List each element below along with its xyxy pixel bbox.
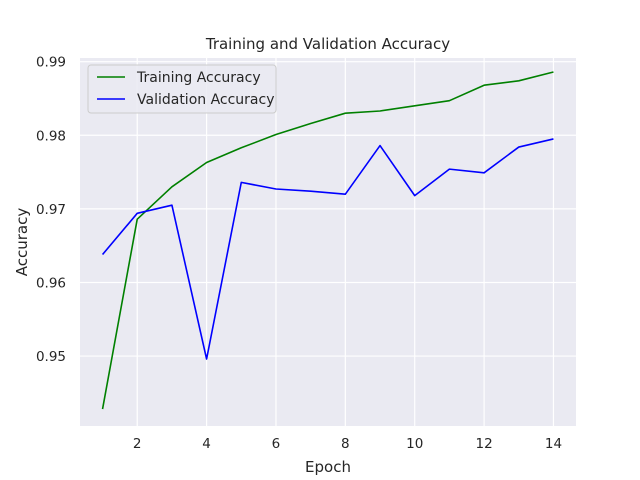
y-axis-label: Accuracy [13, 208, 31, 277]
y-tick-labels: 0.95 0.96 0.97 0.98 0.99 [36, 55, 66, 365]
y-tick-label: 0.98 [36, 128, 66, 144]
y-tick-label: 0.99 [36, 55, 66, 71]
legend-frame [87, 64, 277, 114]
y-tick-label: 0.97 [36, 202, 66, 218]
x-tick-label: 6 [272, 436, 281, 452]
legend: Training Accuracy Validation Accuracy [87, 64, 277, 114]
y-tick-label: 0.96 [36, 275, 66, 291]
training-accuracy-legend-label: Training Accuracy [136, 70, 261, 86]
x-tick-label: 2 [133, 436, 142, 452]
chart-title: Training and Validation Accuracy [205, 35, 450, 53]
training-accuracy-line [101, 71, 554, 410]
x-tick-label: 12 [475, 436, 492, 452]
x-tick-label: 14 [545, 436, 562, 452]
validation-accuracy-legend-label: Validation Accuracy [137, 92, 275, 108]
x-tick-label: 8 [341, 436, 350, 452]
plot-area [80, 58, 576, 426]
x-axis-label: Epoch [305, 458, 351, 476]
x-tick-labels: 2 4 6 8 10 12 14 [133, 436, 562, 452]
validation-accuracy-line [101, 138, 554, 360]
grid-lines [80, 58, 576, 426]
series-layer [101, 71, 554, 410]
x-tick-label: 10 [406, 436, 423, 452]
x-tick-label: 4 [202, 436, 211, 452]
y-tick-label: 0.95 [36, 349, 66, 365]
